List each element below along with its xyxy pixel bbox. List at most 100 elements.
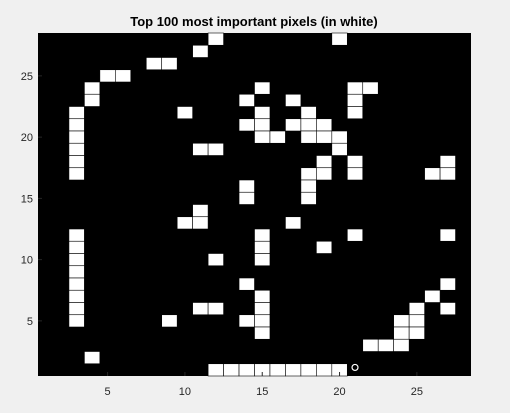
white-pixel — [331, 130, 348, 144]
white-pixel — [439, 228, 456, 242]
white-pixel — [285, 216, 302, 230]
x-tick-label: 25 — [411, 386, 423, 398]
white-pixel — [238, 93, 255, 107]
white-pixel — [424, 167, 441, 181]
white-pixel — [207, 253, 224, 267]
white-pixel — [238, 179, 255, 193]
x-tick-label: 5 — [105, 386, 111, 398]
white-pixel — [192, 216, 209, 230]
white-pixel — [192, 204, 209, 218]
white-pixel — [393, 326, 410, 340]
white-pixel — [439, 302, 456, 316]
white-pixel — [285, 118, 302, 132]
white-pixel — [254, 81, 271, 95]
white-pixel — [68, 302, 85, 316]
x-tick-label: 20 — [333, 386, 345, 398]
white-pixel — [68, 142, 85, 156]
white-pixel — [269, 130, 286, 144]
white-pixel — [254, 106, 271, 120]
white-pixel — [316, 130, 333, 144]
white-pixel — [316, 155, 333, 169]
white-pixel — [145, 57, 163, 71]
white-pixel — [316, 363, 333, 377]
white-pixel — [68, 228, 85, 242]
white-pixel — [408, 326, 425, 340]
pixel-layer — [68, 32, 456, 377]
white-pixel — [300, 130, 317, 144]
white-pixel — [68, 118, 85, 132]
white-pixel — [68, 167, 85, 181]
white-pixel — [68, 265, 85, 279]
white-pixel — [84, 81, 101, 95]
white-pixel — [393, 314, 410, 328]
white-pixel — [300, 167, 317, 181]
white-pixel — [99, 69, 116, 83]
white-pixel — [161, 314, 178, 328]
white-pixel — [439, 277, 456, 291]
white-pixel — [68, 106, 85, 120]
x-tick-label: 15 — [256, 386, 268, 398]
white-pixel — [346, 228, 364, 242]
white-pixel — [254, 240, 271, 254]
white-pixel — [316, 167, 333, 181]
white-pixel — [300, 191, 317, 205]
white-pixel — [192, 142, 209, 156]
white-pixel — [300, 363, 317, 377]
white-pixel — [84, 351, 101, 365]
white-pixel — [207, 32, 224, 46]
y-axis: 5 10 15 20 25 — [21, 71, 42, 328]
white-pixel — [254, 130, 271, 144]
white-pixel — [300, 118, 317, 132]
y-tick-label: 15 — [21, 193, 33, 205]
white-pixel — [238, 277, 255, 291]
white-pixel — [254, 302, 271, 316]
y-tick-label: 10 — [21, 255, 33, 267]
white-pixel — [346, 93, 364, 107]
white-pixel — [408, 302, 425, 316]
white-pixel — [439, 155, 456, 169]
y-tick-label: 25 — [21, 71, 33, 83]
white-pixel — [254, 253, 271, 267]
white-pixel — [439, 167, 456, 181]
white-pixel — [346, 106, 364, 120]
white-pixel — [346, 155, 364, 169]
white-pixel — [346, 81, 364, 95]
white-pixel — [207, 363, 224, 377]
y-tick-label: 5 — [27, 316, 33, 328]
white-pixel — [285, 93, 302, 107]
white-pixel — [254, 118, 271, 132]
white-pixel — [424, 289, 441, 303]
data-cursor-marker — [351, 363, 359, 372]
white-pixel — [68, 130, 85, 144]
x-tick-label: 10 — [179, 386, 191, 398]
white-pixel — [84, 93, 101, 107]
white-pixel — [254, 314, 271, 328]
white-pixel — [192, 302, 209, 316]
white-pixel — [346, 167, 364, 181]
white-pixel — [331, 142, 348, 156]
white-pixel — [161, 57, 178, 71]
white-pixel — [207, 142, 224, 156]
white-pixel — [300, 106, 317, 120]
white-pixel — [176, 106, 193, 120]
white-pixel — [176, 216, 193, 230]
white-pixel — [68, 277, 85, 291]
y-tick-label: 20 — [21, 132, 33, 144]
white-pixel — [68, 155, 85, 169]
white-pixel — [238, 363, 255, 377]
white-pixel — [115, 69, 132, 83]
x-axis: 5 10 15 20 25 — [105, 372, 423, 398]
white-pixel — [238, 191, 255, 205]
white-pixel — [269, 363, 286, 377]
white-pixel — [285, 363, 302, 377]
white-pixel — [316, 240, 333, 254]
white-pixel — [68, 289, 85, 303]
white-pixel — [300, 179, 317, 193]
white-pixel — [68, 253, 85, 267]
white-pixel — [254, 228, 271, 242]
white-pixel — [68, 314, 85, 328]
white-pixel — [238, 314, 255, 328]
white-pixel — [362, 81, 379, 95]
white-pixel — [207, 302, 224, 316]
white-pixel — [254, 326, 271, 340]
